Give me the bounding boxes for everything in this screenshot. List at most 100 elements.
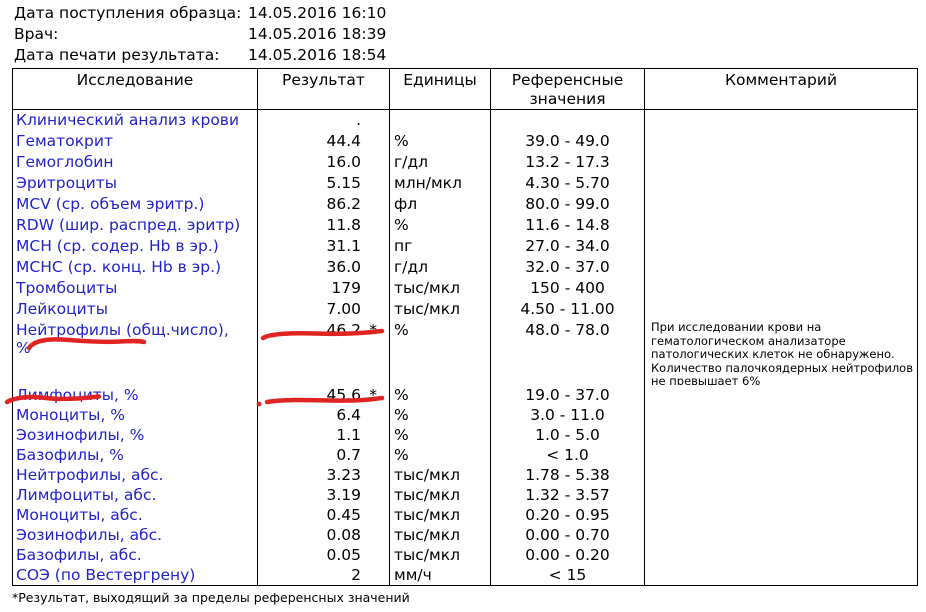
comment (645, 278, 917, 299)
reference-range (491, 110, 645, 131)
table-row: Моноциты, абс. 0.45 тыс/мкл 0.20 - 0.95 (13, 505, 917, 525)
result-value: 86.2 (326, 195, 361, 213)
reference-range: 11.6 - 14.8 (491, 215, 645, 236)
table-row: MCHC (ср. конц. Hb в эр.) 36.0 г/дл 32.0… (13, 257, 917, 278)
comment (645, 194, 917, 215)
report-meta: Дата поступления образца: 14.05.2016 16:… (14, 3, 386, 66)
result-cell: 44.4 (258, 131, 390, 152)
results-table: Исследование Результат Единицы Референсн… (12, 68, 918, 586)
reference-range: 32.0 - 37.0 (491, 257, 645, 278)
units: % (390, 385, 491, 405)
table-row: Клинический анализ крови . (13, 110, 917, 131)
table-row: Эритроциты 5.15 млн/мкл 4.30 - 5.70 (13, 173, 917, 194)
comment (645, 525, 917, 545)
doctor-label: Врач: (14, 25, 59, 43)
result-cell: 45.6 * (258, 385, 390, 405)
result-value: 44.4 (326, 132, 361, 150)
result-cell: 0.08 (258, 525, 390, 545)
units: тыс/мкл (390, 278, 491, 299)
result-value: 45.6 (326, 386, 361, 404)
result-cell: 36.0 (258, 257, 390, 278)
header-units: Единицы (390, 69, 491, 109)
comment (645, 215, 917, 236)
reference-range: < 15 (491, 565, 645, 585)
result-cell: . (258, 110, 390, 131)
reference-range: 1.78 - 5.38 (491, 465, 645, 485)
result-cell: 11.8 (258, 215, 390, 236)
table-row: СОЭ (по Вестергрену) 2 мм/ч < 15 (13, 565, 917, 585)
result-cell: 31.1 (258, 236, 390, 257)
test-name: MCV (ср. объем эритр.) (13, 194, 258, 215)
test-name: Нейтрофилы (общ.число), % (13, 320, 258, 385)
units: мм/ч (390, 565, 491, 585)
units: % (390, 425, 491, 445)
test-name: Базофилы, % (13, 445, 258, 465)
result-value: 6.4 (336, 406, 361, 424)
result-value: 3.19 (326, 486, 361, 504)
result-cell: 6.4 (258, 405, 390, 425)
result-cell: 5.15 (258, 173, 390, 194)
reference-range: 4.30 - 5.70 (491, 173, 645, 194)
result-value: 0.05 (326, 546, 361, 564)
reference-range: 48.0 - 78.0 (491, 320, 645, 385)
units: % (390, 215, 491, 236)
result-cell: 7.00 (258, 299, 390, 320)
table-row: Базофилы, % 0.7 % < 1.0 (13, 445, 917, 465)
units: пг (390, 236, 491, 257)
comment (645, 257, 917, 278)
print-date-label: Дата печати результата: (14, 46, 220, 64)
reference-range: 19.0 - 37.0 (491, 385, 645, 405)
comment (645, 299, 917, 320)
reference-range: 13.2 - 17.3 (491, 152, 645, 173)
results-table-header: Исследование Результат Единицы Референсн… (13, 69, 917, 110)
test-name: Лимфоциты, абс. (13, 485, 258, 505)
result-value: 7.00 (326, 300, 361, 318)
result-cell: 86.2 (258, 194, 390, 215)
result-value: . (356, 111, 361, 129)
result-value: 5.15 (326, 174, 361, 192)
units: % (390, 405, 491, 425)
table-row: Тромбоциты 179 тыс/мкл 150 - 400 (13, 278, 917, 299)
units (390, 110, 491, 131)
result-value: 0.7 (336, 446, 361, 464)
test-name: СОЭ (по Вестергрену) (13, 565, 258, 585)
result-value: 46.2 (326, 321, 361, 339)
result-value: 36.0 (326, 258, 361, 276)
result-value: 31.1 (326, 237, 361, 255)
result-value: 16.0 (326, 153, 361, 171)
reference-range: 27.0 - 34.0 (491, 236, 645, 257)
reference-range: 1.0 - 5.0 (491, 425, 645, 445)
table-row: Гематокрит 44.4 % 39.0 - 49.0 (13, 131, 917, 152)
result-cell: 46.2 * (258, 320, 390, 385)
table-row: Эозинофилы, % 1.1 % 1.0 - 5.0 (13, 425, 917, 445)
meta-row-sample-date: Дата поступления образца: 14.05.2016 16:… (14, 3, 386, 24)
units: фл (390, 194, 491, 215)
comment: При исследовании крови на гематологическ… (651, 320, 913, 385)
test-name: Эозинофилы, абс. (13, 525, 258, 545)
comment (645, 465, 917, 485)
units: тыс/мкл (390, 465, 491, 485)
reference-range: 80.0 - 99.0 (491, 194, 645, 215)
units: тыс/мкл (390, 485, 491, 505)
table-row: RDW (шир. распред. эритр) 11.8 % 11.6 - … (13, 215, 917, 236)
test-name: Нейтрофилы, абс. (13, 465, 258, 485)
test-name: Базофилы, абс. (13, 545, 258, 565)
header-comment: Комментарий (724, 71, 838, 89)
units: % (390, 445, 491, 465)
units: тыс/мкл (390, 545, 491, 565)
result-cell: 16.0 (258, 152, 390, 173)
table-row: Эозинофилы, абс. 0.08 тыс/мкл 0.00 - 0.7… (13, 525, 917, 545)
table-row: Нейтрофилы, абс. 3.23 тыс/мкл 1.78 - 5.3… (13, 465, 917, 485)
test-name: Гематокрит (13, 131, 258, 152)
result-value: 11.8 (326, 216, 361, 234)
result-flag: * (369, 386, 377, 404)
comment (645, 425, 917, 445)
reference-range: 4.50 - 11.00 (491, 299, 645, 320)
reference-range: 1.32 - 3.57 (491, 485, 645, 505)
table-row: Лимфоциты, % 45.6 * % 19.0 - 37.0 (13, 385, 917, 405)
result-value: 1.1 (336, 426, 361, 444)
comment (645, 545, 917, 565)
comment (645, 236, 917, 257)
reference-range: 150 - 400 (491, 278, 645, 299)
comment (645, 565, 917, 585)
